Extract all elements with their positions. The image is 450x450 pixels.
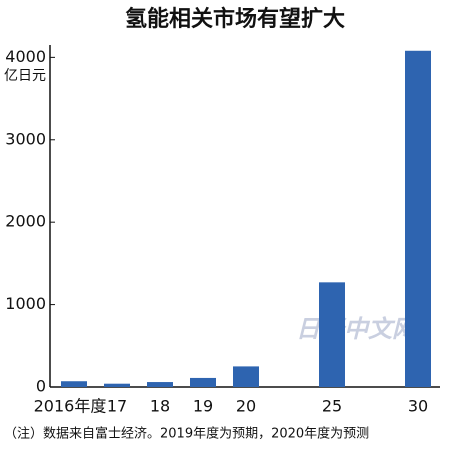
x-tick-label: 17 <box>107 397 127 416</box>
bar <box>190 377 216 387</box>
watermark: 日经中文网 <box>296 315 420 343</box>
x-tick-label: 2016年度 <box>34 397 107 416</box>
note: （注）数据来自富士经济。2019年度为预期，2020年度为预测 <box>4 426 369 442</box>
bar <box>405 50 431 387</box>
bar <box>319 282 345 387</box>
bar <box>233 366 259 387</box>
bar <box>147 382 173 387</box>
x-tick-label: 25 <box>322 397 342 416</box>
y-tick-label: 3000 <box>5 129 46 148</box>
chart-title: 氢能相关市场有望扩大 <box>125 6 345 32</box>
y-tick-label: 0 <box>36 377 46 396</box>
y-tick-label: 1000 <box>5 294 46 313</box>
x-tick-label: 20 <box>236 397 256 416</box>
x-tick-label: 18 <box>150 397 170 416</box>
bar <box>61 381 87 387</box>
y-tick-label: 2000 <box>5 212 46 231</box>
x-tick-label: 19 <box>193 397 213 416</box>
x-tick-label: 30 <box>408 397 428 416</box>
bar <box>104 383 130 387</box>
y-axis-label: 亿日元 <box>4 68 46 84</box>
y-tick-label: 4000 <box>5 47 46 66</box>
